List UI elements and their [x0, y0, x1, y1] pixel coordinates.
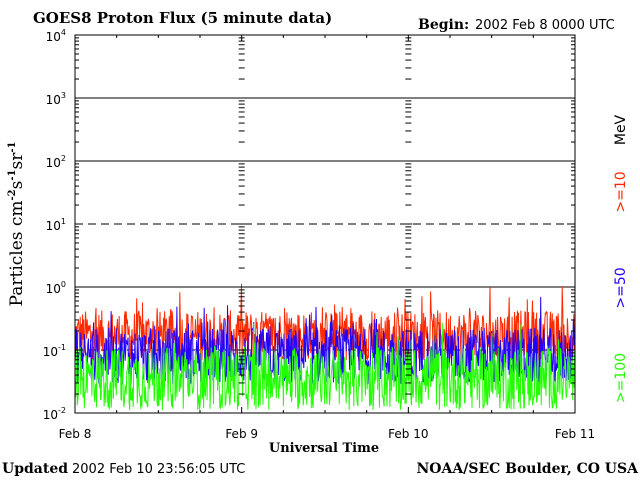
- x-tick-label: Feb 11: [555, 427, 595, 441]
- y-tick-label: 104: [46, 28, 66, 44]
- legend-series-100mev: >=100: [613, 353, 629, 403]
- y-tick-label: 102: [46, 154, 66, 170]
- updated-label: Updated: [2, 461, 68, 477]
- begin-label: Begin:: [418, 17, 469, 33]
- x-axis-label: Universal Time: [269, 441, 379, 456]
- y-tick-label: 100: [46, 280, 66, 296]
- chart-title: GOES8 Proton Flux (5 minute data): [33, 9, 332, 27]
- legend-series-50mev: >=50: [613, 267, 629, 308]
- y-tick-label: 10-1: [43, 343, 66, 359]
- series-line: [74, 296, 576, 385]
- y-tick-label: 103: [46, 91, 66, 107]
- legend-series-10mev: >=10: [613, 171, 629, 212]
- x-tick-label: Feb 9: [225, 427, 258, 441]
- y-tick-label: 101: [46, 217, 66, 233]
- x-tick-label: Feb 8: [59, 427, 92, 441]
- y-tick-label: 10-2: [43, 406, 66, 422]
- series-line: [74, 322, 576, 411]
- legend-units-label: MeV: [613, 114, 629, 145]
- credit-text: NOAA/SEC Boulder, CO USA: [417, 461, 640, 477]
- begin-value: 2002 Feb 8 0000 UTC: [475, 18, 615, 33]
- plot-area: Feb 8 Feb 9 Feb 10 Feb 11 10-2 10-1 100 101 102 1…: [7, 28, 629, 441]
- x-tick-label: Feb 10: [388, 427, 428, 441]
- y-axis-label: Particles cm-2s-1sr-1: [7, 142, 27, 307]
- updated-value: 2002 Feb 10 23:56:05 UTC: [72, 462, 245, 477]
